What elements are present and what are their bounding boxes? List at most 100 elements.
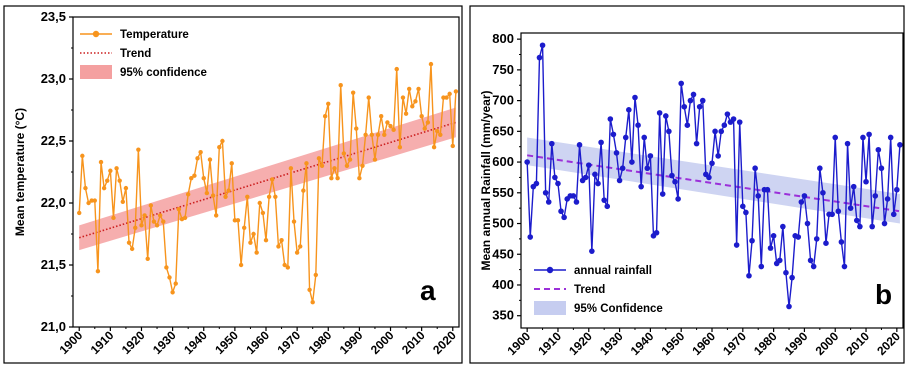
x-tick-label: 2000 — [813, 329, 842, 358]
data-point — [881, 220, 888, 227]
data-point — [111, 215, 116, 221]
y-tick-label: 22,5 — [41, 133, 66, 148]
legend-series-marker — [546, 266, 554, 274]
data-point — [616, 177, 623, 184]
data-point — [133, 225, 138, 230]
data-point — [182, 215, 188, 221]
data-point — [164, 265, 169, 270]
data-point — [533, 180, 540, 187]
data-point — [582, 174, 589, 181]
data-point — [447, 91, 452, 97]
legend: Temperature Trend 95% confidence — [80, 29, 207, 79]
data-point — [260, 210, 266, 216]
data-point — [276, 244, 281, 249]
data-point — [693, 140, 700, 147]
data-point — [251, 231, 256, 237]
x-tick-label: 1990 — [782, 329, 811, 358]
data-point — [294, 250, 300, 255]
data-point — [576, 142, 583, 148]
data-point — [136, 147, 141, 152]
data-point — [699, 97, 706, 104]
data-point — [298, 244, 303, 249]
data-point — [536, 54, 543, 61]
data-point — [585, 162, 592, 168]
data-point — [795, 234, 802, 240]
data-point — [326, 101, 331, 107]
data-point — [755, 193, 762, 199]
data-point — [776, 257, 783, 264]
data-point — [687, 97, 694, 104]
data-point — [897, 142, 903, 148]
data-point — [866, 131, 872, 138]
data-point — [638, 183, 644, 190]
data-point — [335, 176, 340, 181]
data-point — [207, 157, 213, 162]
data-point — [820, 189, 826, 196]
data-point — [752, 165, 758, 172]
data-point — [145, 256, 150, 261]
data-point — [604, 203, 611, 210]
legend-series-label: annual rainfall — [574, 265, 652, 277]
data-point — [524, 159, 530, 165]
x-tick-label: 1930 — [597, 329, 626, 358]
data-point — [170, 290, 175, 295]
data-point — [872, 193, 879, 199]
data-point — [89, 198, 94, 203]
data-point — [659, 191, 666, 197]
data-point — [592, 171, 598, 178]
y-tick-label: 23,5 — [41, 9, 66, 24]
data-point — [610, 131, 617, 138]
data-point — [780, 223, 786, 230]
data-point — [114, 166, 119, 171]
series-markers — [77, 61, 459, 305]
data-point — [801, 193, 808, 199]
data-point — [369, 132, 375, 137]
data-point — [238, 262, 244, 268]
data-point — [817, 165, 823, 172]
x-tick-label: 1920 — [119, 328, 148, 357]
data-point — [105, 178, 110, 183]
y-tick-label: 21,0 — [41, 319, 66, 334]
x-tick-label: 1980 — [306, 328, 335, 357]
data-point — [425, 120, 431, 125]
x-tick-label: 2000 — [368, 328, 397, 357]
data-point — [598, 139, 604, 146]
data-point — [263, 238, 269, 243]
x-tick-label: 1950 — [659, 329, 688, 358]
data-point — [350, 90, 356, 95]
panel-frame — [469, 5, 905, 364]
legend-confidence-label: 95% confidence — [120, 67, 207, 79]
data-point — [341, 151, 347, 156]
data-point — [823, 240, 829, 246]
data-point — [223, 194, 228, 199]
data-point — [527, 234, 534, 240]
data-point — [613, 150, 620, 156]
x-tick-label: 1970 — [720, 329, 749, 358]
data-point — [662, 113, 669, 119]
data-point — [226, 188, 231, 193]
data-point — [629, 159, 635, 165]
data-point — [712, 128, 718, 135]
data-point — [372, 157, 378, 162]
data-point — [189, 176, 194, 181]
data-point — [844, 140, 851, 147]
data-point — [366, 95, 371, 100]
data-point — [573, 199, 580, 205]
y-axis-label: Mean temperature (°C) — [13, 108, 27, 236]
data-point — [98, 159, 104, 165]
data-point — [850, 183, 857, 190]
legend: annual rainfall Trend 95% Confidence — [534, 265, 663, 315]
data-point — [257, 200, 262, 206]
data-point — [690, 91, 697, 98]
data-point — [217, 145, 222, 150]
data-point — [438, 132, 443, 137]
x-tick-label: 2020 — [430, 328, 459, 357]
data-point — [647, 153, 654, 159]
y-axis-label: Mean annual Rainfall (mm/year) — [479, 90, 493, 270]
data-point — [619, 165, 626, 172]
data-point — [245, 194, 250, 199]
data-point — [678, 80, 684, 87]
data-point — [142, 213, 147, 218]
legend-confidence-swatch — [80, 65, 112, 79]
